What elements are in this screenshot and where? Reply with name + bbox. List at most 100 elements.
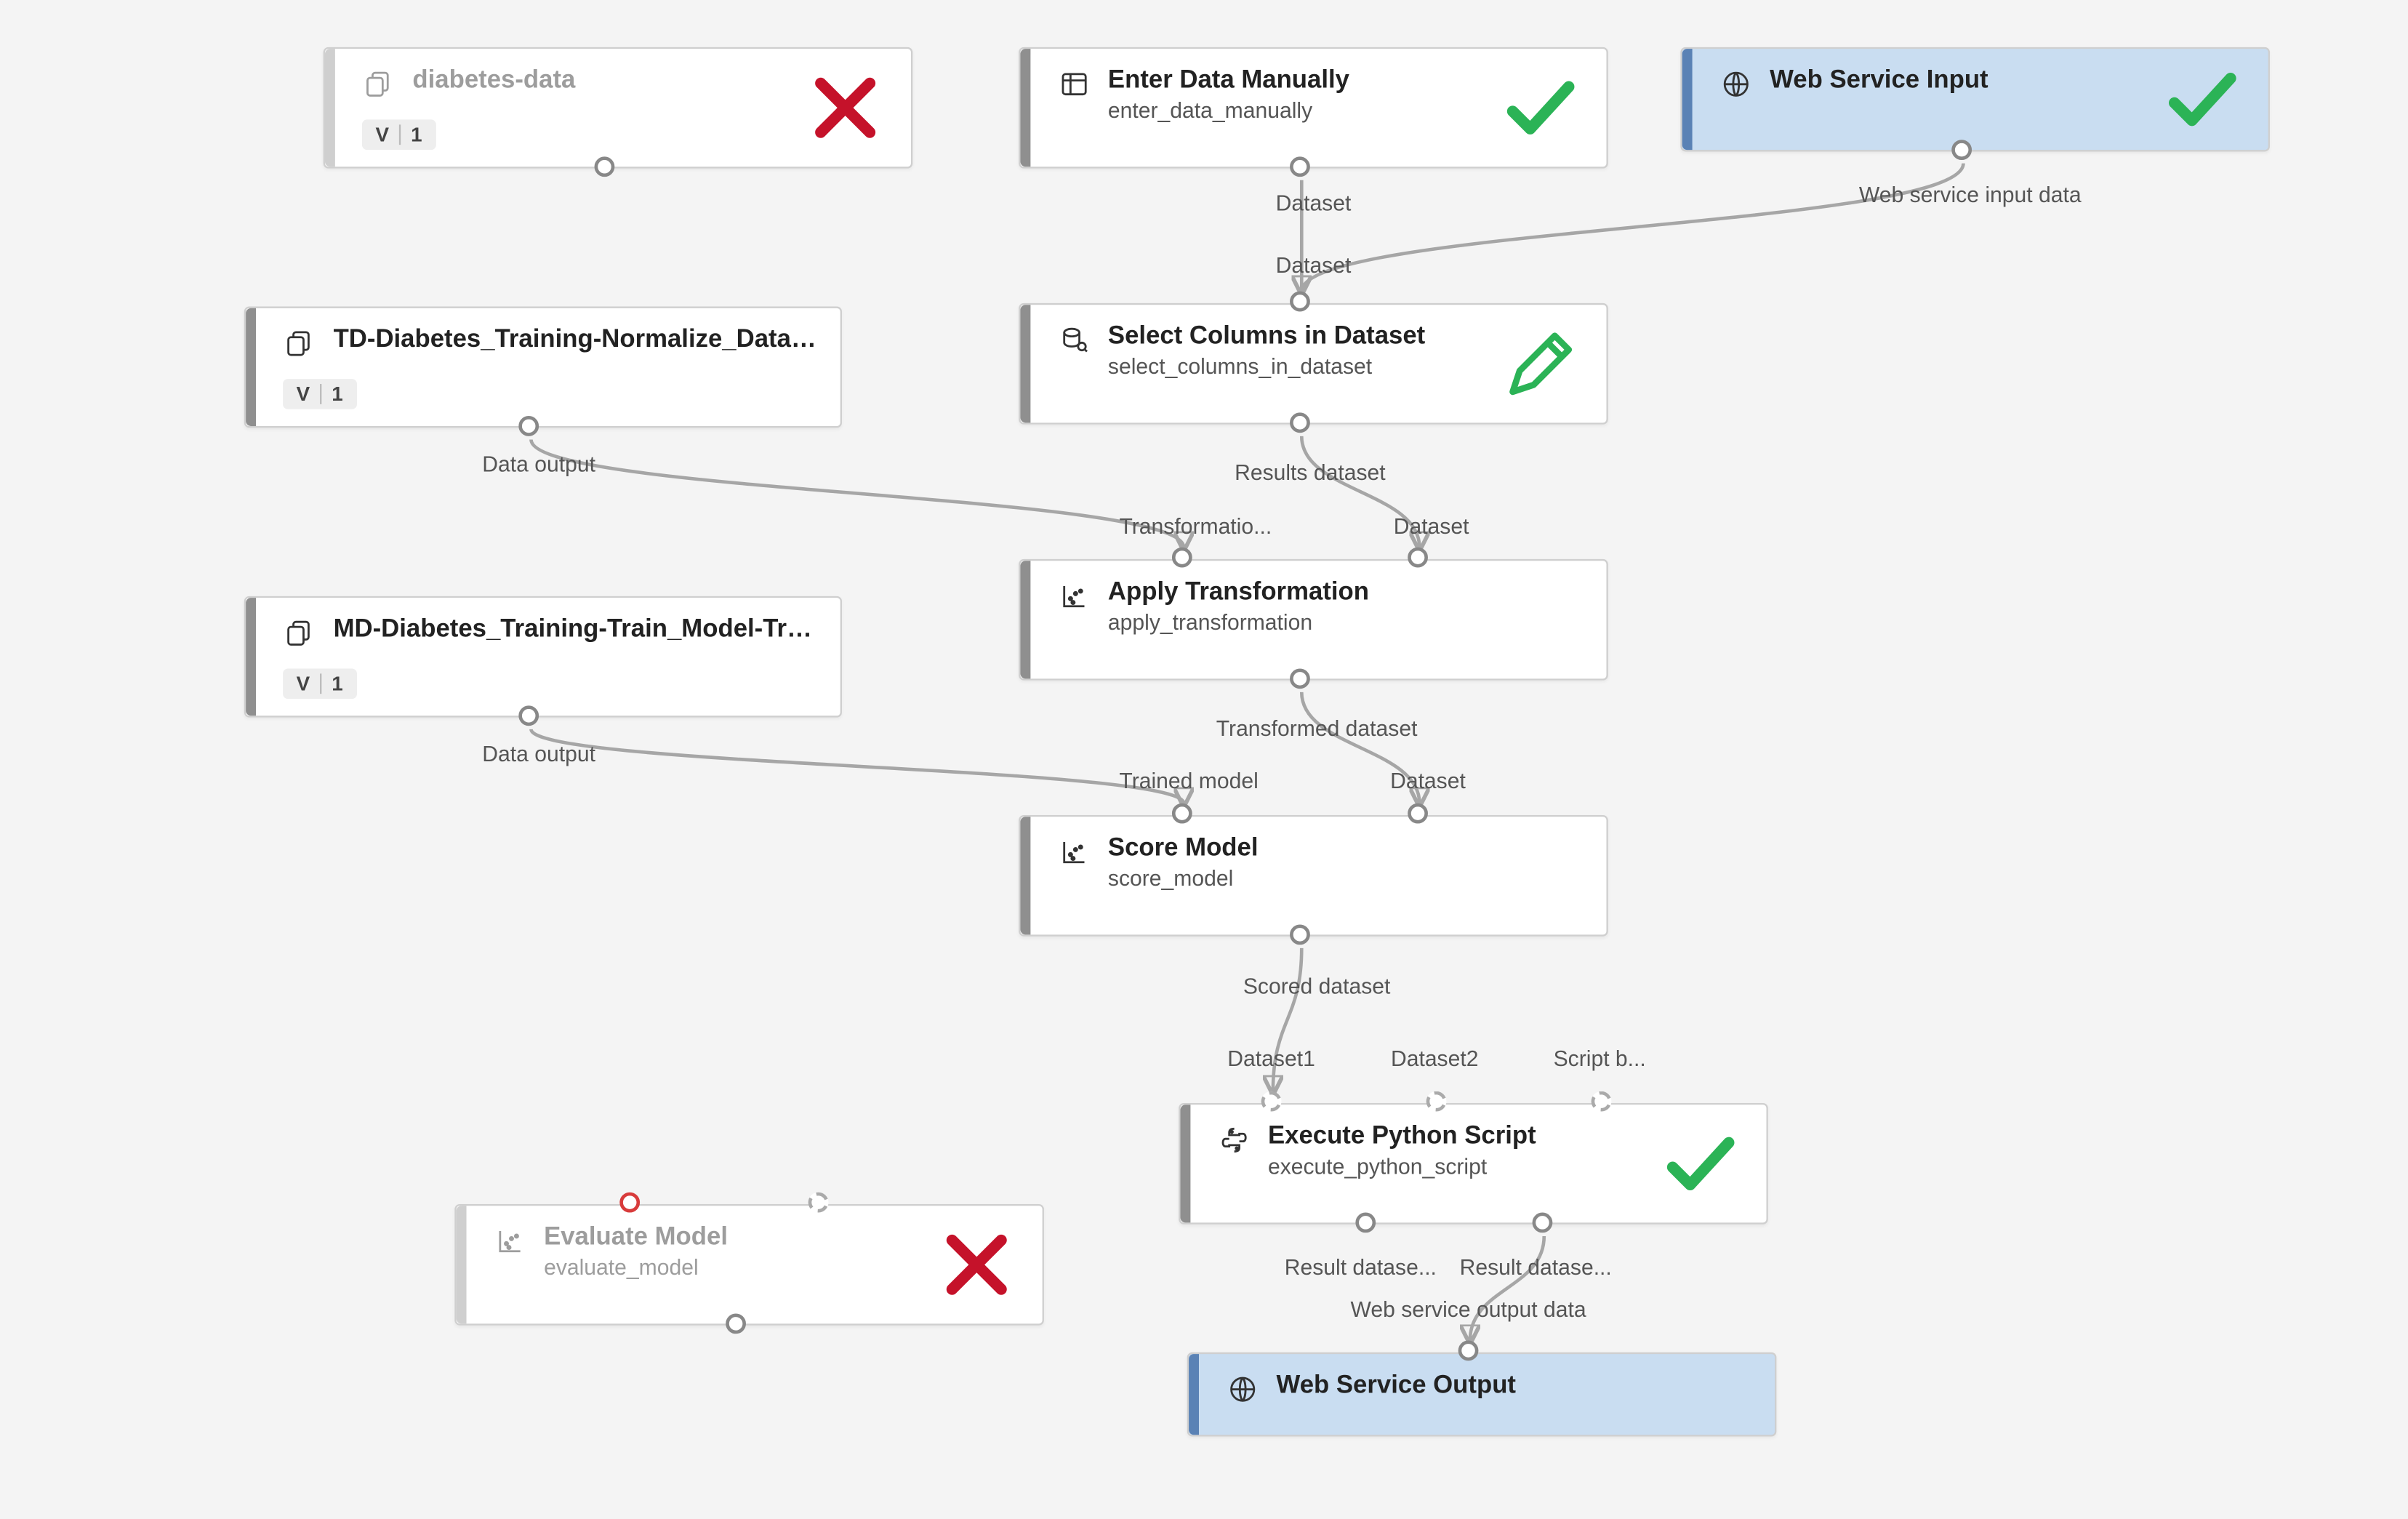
port-label: Result datase... [1460,1254,1612,1280]
python-icon [1217,1125,1251,1155]
port-webin-out[interactable] [1951,140,1972,160]
scatter-icon [1057,581,1091,612]
node-title: Web Service Output [1277,1371,1751,1399]
node-header: MD-Diabetes_Training-Train_Model-Train..… [246,598,840,658]
copy-icon [362,69,396,100]
edge-label: Dataset1 [1227,1046,1315,1071]
cross-icon [934,1222,1019,1307]
node-header: Apply Transformation apply_transformation [1020,561,1606,645]
scatter-icon [1057,837,1091,867]
globe-icon [1226,1374,1259,1405]
node-title: Apply Transformation [1108,577,1583,606]
node-enter-data[interactable]: Enter Data Manuallyenter_data_manually [1019,47,1608,169]
version-n: 1 [332,672,342,695]
edge-label: Data output [482,741,595,766]
check-icon [2160,57,2244,142]
edge-label: Dataset [1276,191,1352,216]
version-badge: V1 [362,119,436,150]
port-exec-in3[interactable] [1592,1091,1612,1112]
edge-label: Web service output data [1350,1296,1586,1322]
port-md-out[interactable] [519,705,539,726]
accent-bar [1682,49,1693,150]
node-header: TD-Diabetes_Training-Normalize_Data-Tr..… [246,308,840,369]
port-eval-in1[interactable] [619,1193,640,1213]
port-enter-out[interactable] [1290,156,1310,177]
edge-label: Dataset [1394,513,1469,539]
node-web-input[interactable]: Web Service Input [1680,47,2270,152]
node-subtitle: apply_transformation [1108,609,1583,635]
port-webout-in[interactable] [1458,1341,1479,1361]
version-badge: V1 [283,379,356,409]
check-icon [1658,1121,1743,1206]
edge [1470,1236,1544,1341]
cross-icon [803,65,888,150]
version-divider [399,124,401,145]
node-titles: TD-Diabetes_Training-Normalize_Data-Tr..… [334,325,817,353]
version-badge: V1 [283,668,356,699]
node-header: Score Model score_model [1020,817,1606,901]
node-diabetes-data[interactable]: diabetes-dataV1 [324,47,913,169]
port-apply-in1[interactable] [1172,548,1192,568]
port-exec-in1[interactable] [1261,1091,1282,1112]
node-titles: Score Model score_model [1108,833,1583,891]
node-score-model[interactable]: Score Model score_model [1019,815,1608,937]
db-icon [1057,325,1091,356]
version-v: V [297,672,310,695]
node-exec-py[interactable]: Execute Python Scriptexecute_python_scri… [1179,1103,1768,1225]
edge-label: Data output [482,452,595,477]
edge-label: Transformatio... [1120,513,1272,539]
node-md-train[interactable]: MD-Diabetes_Training-Train_Model-Train..… [244,596,842,718]
node-web-output[interactable]: Web Service Output [1187,1352,1777,1437]
node-title: Score Model [1108,833,1583,862]
port-apply-in2[interactable] [1408,548,1428,568]
check-icon [1498,65,1583,150]
accent-bar [1020,49,1030,167]
node-subtitle: score_model [1108,865,1583,891]
port-eval-out[interactable] [726,1313,746,1334]
node-titles: Apply Transformation apply_transformation [1108,577,1583,635]
edge [531,729,1184,803]
version-n: 1 [332,382,342,406]
edge-label: Dataset [1390,768,1466,793]
pencil-icon [1498,321,1583,406]
node-select-cols[interactable]: Select Columns in Datasetselect_columns_… [1019,303,1608,425]
accent-bar [246,598,256,716]
port-score-in1[interactable] [1172,803,1192,824]
port-exec-out1[interactable] [1355,1213,1376,1233]
version-v: V [297,382,310,406]
version-divider [320,673,321,694]
port-label: Result datase... [1285,1254,1437,1280]
accent-bar [1020,305,1030,422]
accent-bar [1189,1354,1199,1435]
port-exec-out2[interactable] [1533,1213,1553,1233]
scatter-icon [494,1226,527,1257]
port-score-out[interactable] [1290,924,1310,945]
node-titles: Web Service Output [1277,1371,1751,1399]
port-select-out[interactable] [1290,412,1310,433]
port-apply-out[interactable] [1290,668,1310,689]
data-icon [1057,69,1091,100]
edge-label: Scored dataset [1243,974,1391,999]
node-header: Web Service Output [1189,1354,1775,1414]
port-td-out[interactable] [519,416,539,436]
edge-label: Dataset [1276,252,1352,278]
node-titles: MD-Diabetes_Training-Train_Model-Train..… [334,614,817,643]
node-title: MD-Diabetes_Training-Train_Model-Train..… [334,614,817,643]
node-td-normalize[interactable]: TD-Diabetes_Training-Normalize_Data-Tr..… [244,307,842,428]
edge-label: Web service input data [1859,182,2082,207]
edge-label: Transformed dataset [1216,716,1418,741]
accent-bar [457,1206,467,1323]
node-title: TD-Diabetes_Training-Normalize_Data-Tr..… [334,325,817,353]
node-apply-tx[interactable]: Apply Transformation apply_transformation [1019,559,1608,681]
port-score-in2[interactable] [1408,803,1428,824]
copy-icon [283,618,316,649]
accent-bar [1020,817,1030,934]
port-eval-in2[interactable] [808,1193,829,1213]
port-exec-in2[interactable] [1426,1091,1447,1112]
version-n: 1 [411,123,422,146]
node-evaluate[interactable]: Evaluate Modelevaluate_model [454,1204,1044,1326]
port-select-in[interactable] [1290,292,1310,312]
version-divider [320,384,321,404]
edge-label: Trained model [1119,768,1258,793]
port-diabetes-out[interactable] [595,156,615,177]
